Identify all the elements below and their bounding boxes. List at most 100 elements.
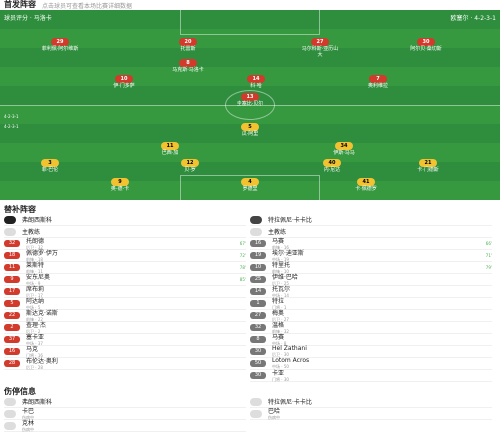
player-marker[interactable]: 3 菲·巴伦 [30, 159, 70, 173]
player-number: 10 [115, 75, 133, 83]
sub-row[interactable]: 14 托瓦尔 中场 · 14 [250, 286, 492, 298]
player-marker[interactable]: 12 贝·罗 [170, 159, 210, 173]
sub-name: 马克 [26, 346, 39, 353]
coach-avatar-icon [250, 227, 262, 236]
player-marker[interactable]: 13 圭塞比·贝尔 [230, 93, 270, 107]
home-coach-row[interactable]: 弗朗西斯科 [4, 214, 246, 226]
sub-row[interactable]: 32 托朗德 后卫 · 32 67' [4, 238, 246, 250]
player-number: 11 [161, 142, 179, 150]
sub-row[interactable]: 16 马克 门将 · 16 [4, 346, 246, 358]
player-number: 13 [241, 93, 259, 101]
sub-name: 阿达纳 [26, 298, 45, 305]
sub-number: 30 [250, 372, 266, 379]
injury-row[interactable]: 特拉佩尼·卡卡比 [250, 396, 492, 408]
sub-row[interactable]: 30 卡亚 门将 · 30 [250, 370, 492, 382]
sub-number: 18 [4, 252, 20, 259]
sub-name: 塞卡亚 [26, 334, 45, 341]
player-name: 马克斯·马洛卡 [172, 67, 204, 73]
away-coach-detail-row[interactable]: 主教练 [250, 226, 492, 238]
player-marker[interactable]: 8 马克斯·马洛卡 [168, 59, 208, 73]
sub-detail: 中场 · 50 [272, 364, 289, 369]
sub-number: 1 [250, 300, 266, 307]
player-marker[interactable]: 14 科·哈 [236, 75, 276, 89]
sub-name: 布伦达·奥利 [26, 358, 58, 365]
player-marker[interactable]: 21 卡·门德斯 [408, 159, 448, 173]
player-marker[interactable]: 41 卡·佩德罗 [346, 178, 386, 192]
player-marker[interactable]: 29 菲利佩·阿尔维斯 [40, 38, 80, 52]
sub-row[interactable]: 27 梅奥 后卫 · 27 [250, 310, 492, 322]
sub-row[interactable]: 25 伊维·巴哈 后卫 · 25 [250, 274, 492, 286]
player-marker[interactable]: 11 巴西·加 [150, 142, 190, 156]
sub-row[interactable]: 10 特里托 前锋 · 10 79' [250, 262, 492, 274]
sub-row[interactable]: 8 马赛 中场 · 8 [250, 334, 492, 346]
player-name: 托雷斯 [180, 46, 196, 52]
player-marker[interactable]: 27 马尔科斯·亚历山大 [300, 38, 340, 58]
sub-detail: 中场 · 19 [272, 257, 289, 262]
sub-number: 8 [250, 336, 266, 343]
player-marker[interactable]: 4 罗德里 [230, 178, 270, 192]
sub-number: 14 [250, 288, 266, 295]
player-marker[interactable]: 30 阿尔贝·桑切斯 [406, 38, 446, 52]
player-avatar-icon [250, 409, 262, 418]
sub-row[interactable]: 5 阿达纳 中场 · 5 [4, 298, 246, 310]
player-name: 菲利佩·阿尔维斯 [41, 46, 79, 52]
sub-row[interactable]: 28 布伦达·奥利 后卫 · 28 [4, 358, 246, 370]
injury-row[interactable]: 卡巴 伤病中 [4, 408, 246, 420]
player-avatar-icon [4, 421, 16, 430]
player-marker[interactable]: 20 托雷斯 [168, 38, 208, 52]
sub-number: 11 [4, 264, 20, 271]
sub-name: 伊维·巴哈 [272, 274, 298, 281]
sub-row[interactable]: 22 斯达克·诺斯 前锋 · 22 [4, 310, 246, 322]
sub-row[interactable]: 11 莱斯特 前锋 · 11 78' [4, 262, 246, 274]
player-number: 3 [41, 159, 59, 167]
sub-row[interactable]: 30 Hel Zathani 后卫 · 30 [250, 345, 492, 358]
sub-detail: 门将 · 30 [272, 377, 289, 382]
sub-name: 梅奥 [272, 310, 285, 317]
page-subtitle: 点击球员可查看本场比赛详细数据 [42, 3, 133, 10]
player-marker[interactable]: 34 伊斯·马马 [324, 142, 364, 156]
sub-name: 托瓦尔 [272, 286, 291, 293]
home-coach-detail-row[interactable]: 主教练 [4, 226, 246, 238]
sub-number: 27 [250, 312, 266, 319]
sub-time: 67' [239, 241, 246, 246]
sub-row[interactable]: 16 马赛 前锋 · 16 66' [250, 238, 492, 250]
injury-section-title: 伤停信息 [4, 386, 36, 396]
sub-number: 37 [4, 336, 20, 343]
player-marker[interactable]: 5 瓜·阿里 [230, 123, 270, 137]
sub-row[interactable]: 37 塞卡亚 中场 · 37 [4, 334, 246, 346]
sub-row[interactable]: 18 佩德罗·伊万 前锋 · 18 72' [4, 250, 246, 262]
away-crest-icon [250, 215, 262, 224]
sub-row[interactable]: 2 查理·杰 后卫 · 2 [4, 322, 246, 334]
player-name: 卡·门德斯 [417, 167, 439, 173]
injury-row[interactable]: 克林 伤病中 [4, 420, 246, 432]
player-marker[interactable]: 10 伊·门多萨 [104, 75, 144, 89]
sub-row[interactable]: 19 埃尔·迪亚斯 中场 · 19 71' [250, 250, 492, 262]
player-marker[interactable]: 9 奥·德·卡 [100, 178, 140, 192]
player-marker[interactable]: 40 内·尼达 [312, 159, 352, 173]
player-avatar-icon [4, 409, 16, 418]
player-number: 29 [51, 38, 69, 46]
sub-row[interactable]: 50 Lotom Acros 中场 · 50 [250, 357, 492, 370]
sub-row[interactable]: 32 温格 前锋 · 32 [250, 322, 492, 334]
sub-row[interactable]: 9 安东尼奥 中场 · 9 85' [4, 274, 246, 286]
sub-number: 5 [4, 300, 20, 307]
player-name: 瓜·阿里 [241, 131, 259, 137]
sub-detail: 前锋 · 18 [26, 257, 43, 262]
away-coach-row[interactable]: 特拉佩尼·卡卡比 [250, 214, 492, 226]
injury-row[interactable]: 巴哈 伤病中 [250, 408, 492, 420]
sub-number: 50 [250, 360, 266, 367]
player-number: 8 [179, 59, 197, 67]
sub-name: 查理·杰 [26, 322, 46, 329]
away-coach-name: 特拉佩尼·卡卡比 [268, 217, 312, 224]
player-name: 巴西·加 [161, 150, 179, 156]
sub-detail: 后卫 · 2 [26, 329, 41, 334]
injury-row[interactable]: 弗朗西斯科 [4, 396, 246, 408]
sub-row[interactable]: 1 特拉 门将 · 1 [250, 298, 492, 310]
sub-row[interactable]: 17 席布莉 后卫 · 17 [4, 286, 246, 298]
player-number: 20 [179, 38, 197, 46]
sub-number: 17 [4, 288, 20, 295]
player-marker[interactable]: 7 奥利维拉 [358, 75, 398, 89]
player-number: 40 [323, 159, 341, 167]
sub-name: 卡亚 [272, 370, 285, 377]
injury-name: 巴哈 [268, 408, 281, 415]
